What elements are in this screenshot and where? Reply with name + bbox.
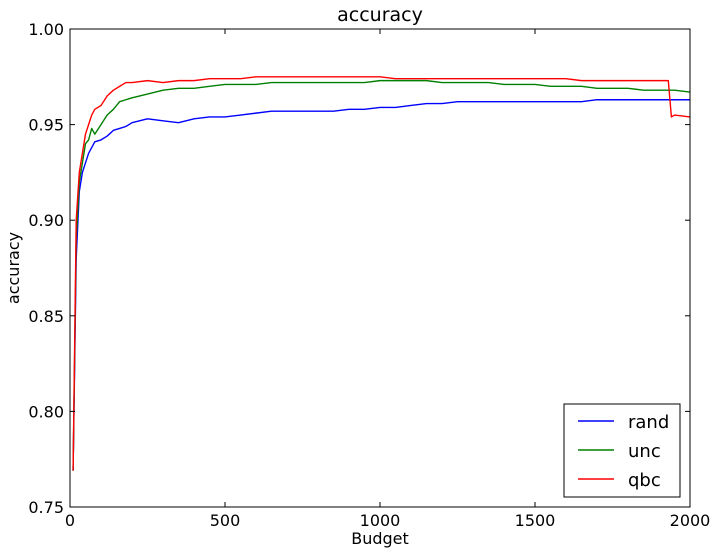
y-tick-label: 0.80: [28, 402, 64, 421]
legend: rand unc qbc: [563, 403, 681, 498]
series-line-qbc: [72, 76, 690, 471]
x-tick-label: 2000: [670, 511, 711, 530]
series-line-unc: [72, 79, 690, 471]
y-tick-label: 0.85: [28, 307, 64, 326]
legend-label-unc: unc: [628, 441, 661, 462]
x-axis-label: Budget: [351, 529, 409, 548]
series-lines: [72, 76, 690, 471]
y-axis-label: accuracy: [4, 232, 23, 304]
y-tick-label: 0.90: [28, 211, 64, 230]
legend-label-rand: rand: [628, 412, 669, 433]
y-tick-label: 1.00: [28, 20, 64, 39]
series-line-rand: [72, 99, 690, 471]
x-tick-label: 1000: [360, 511, 401, 530]
legend-label-qbc: qbc: [628, 470, 661, 491]
x-tick-label: 0: [65, 511, 75, 530]
y-tick-label: 0.95: [28, 116, 64, 135]
x-tick-label: 500: [210, 511, 241, 530]
x-tick-label: 1500: [515, 511, 556, 530]
y-tick-label: 0.75: [28, 498, 64, 517]
plot-area: 0 500 1000 1500 2000 0.75 0.80 0.85 0.90 0.95 1.00: [28, 20, 710, 530]
chart-title: accuracy: [337, 4, 423, 26]
